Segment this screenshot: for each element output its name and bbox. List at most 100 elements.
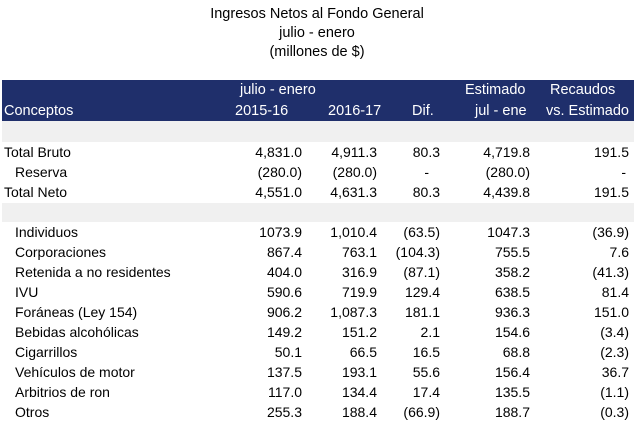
header-group-julio-enero: julio - enero (240, 82, 316, 98)
header-jul-ene: jul - ene (475, 103, 527, 119)
cell-estimado: 154.6 (494, 324, 530, 340)
cell-2016-17: 188.4 (341, 404, 377, 420)
cell-dif: 16.5 (412, 344, 440, 360)
cell-dif: 129.4 (404, 284, 440, 300)
cell-2016-17: 316.9 (341, 264, 377, 280)
cell-estimado: 188.7 (494, 404, 530, 420)
cell-estimado: 936.3 (494, 304, 530, 320)
cell-2015-16: 1073.9 (259, 224, 302, 240)
table-row-otros: Otros 255.3 188.4 (66.9) 188.7 (0.3) (2, 402, 634, 422)
cell-recaudos: (3.4) (600, 324, 629, 340)
header-vs-estimado: vs. Estimado (546, 103, 629, 119)
cell-2016-17: 4,911.3 (331, 144, 377, 160)
cell-estimado: 638.5 (494, 284, 530, 300)
cell-estimado: 4,719.8 (483, 144, 530, 160)
cell-recaudos: (1.1) (600, 384, 629, 400)
cell-dif: - (424, 164, 429, 180)
header-dif: Dif. (412, 103, 434, 119)
spacer-band-top (2, 121, 634, 142)
cell-2016-17: 719.9 (341, 284, 377, 300)
cell-estimado: 1047.3 (487, 224, 530, 240)
row-concept: Otros (15, 404, 50, 420)
table-subtitle-units: (millones de $) (269, 44, 365, 60)
table-header: julio - enero Estimado Recaudos Concepto… (2, 80, 634, 121)
cell-dif: (63.5) (403, 224, 440, 240)
header-estimado: Estimado (465, 82, 526, 98)
cell-2015-16: 590.6 (266, 284, 302, 300)
table-row-foraneas: Foráneas (Ley 154) 906.2 1,087.3 181.1 9… (2, 302, 634, 322)
table-row-cigarrillos: Cigarrillos 50.1 66.5 16.5 68.8 (2.3) (2, 342, 634, 362)
cell-recaudos: (41.3) (592, 264, 629, 280)
table-row-corporaciones: Corporaciones 867.4 763.1 (104.3) 755.5 … (2, 242, 634, 262)
cell-2015-16: 906.2 (266, 304, 302, 320)
row-concept: Arbitrios de ron (15, 384, 110, 400)
table-row-total-bruto: Total Bruto 4,831.0 4,911.3 80.3 4,719.8… (2, 142, 634, 162)
cell-dif: 55.6 (412, 364, 440, 380)
row-concept: Foráneas (Ley 154) (15, 304, 138, 320)
cell-2015-16: 50.1 (274, 344, 302, 360)
cell-2015-16: 404.0 (266, 264, 302, 280)
header-2015-16: 2015-16 (235, 103, 289, 119)
cell-recaudos: 151.0 (593, 304, 629, 320)
row-concept: Reserva (15, 164, 68, 180)
cell-estimado: 358.2 (494, 264, 530, 280)
cell-estimado: 4,439.8 (483, 184, 530, 200)
cell-2015-16: 4,551.0 (255, 184, 302, 200)
table-row-retenida: Retenida a no residentes 404.0 316.9 (87… (2, 262, 634, 282)
cell-2015-16: 255.3 (266, 404, 302, 420)
table-row-individuos: Individuos 1073.9 1,010.4 (63.5) 1047.3 … (2, 222, 634, 242)
cell-dif: (87.1) (403, 264, 440, 280)
table-row-total-neto: Total Neto 4,551.0 4,631.3 80.3 4,439.8 … (2, 182, 634, 202)
cell-dif: 80.3 (412, 184, 440, 200)
cell-2016-17: 151.2 (341, 324, 377, 340)
table-row-bebidas: Bebidas alcohólicas 149.2 151.2 2.1 154.… (2, 322, 634, 342)
table-row-arbitrios-ron: Arbitrios de ron 117.0 134.4 17.4 135.5 … (2, 382, 634, 402)
cell-2016-17: 1,010.4 (330, 224, 377, 240)
row-concept: Retenida a no residentes (15, 264, 171, 280)
cell-estimado: 68.8 (502, 344, 530, 360)
cell-2016-17: 134.4 (341, 384, 377, 400)
cell-dif: 17.4 (412, 384, 440, 400)
cell-recaudos: 191.5 (593, 184, 629, 200)
cell-recaudos: 7.6 (609, 244, 629, 260)
row-concept: IVU (15, 284, 39, 300)
row-concept: Corporaciones (15, 244, 107, 260)
table-row-vehiculos: Vehículos de motor 137.5 193.1 55.6 156.… (2, 362, 634, 382)
cell-2016-17: 1,087.3 (330, 304, 377, 320)
row-concept: Vehículos de motor (15, 364, 135, 380)
row-concept: Cigarrillos (15, 344, 78, 360)
cell-recaudos: (2.3) (600, 344, 629, 360)
cell-recaudos: - (621, 164, 626, 180)
cell-2015-16: 117.0 (268, 384, 302, 400)
cell-estimado: 755.5 (494, 244, 530, 260)
cell-dif: 2.1 (420, 324, 440, 340)
cell-2015-16: 137.5 (266, 364, 302, 380)
cell-estimado: 135.5 (494, 384, 530, 400)
cell-dif: (66.9) (403, 404, 440, 420)
cell-recaudos: 81.4 (601, 284, 629, 300)
cell-2016-17: 66.5 (349, 344, 377, 360)
cell-2015-16: 149.2 (266, 324, 302, 340)
table-row-reserva: Reserva (280.0) (280.0) - (280.0) - (2, 162, 634, 182)
cell-2015-16: 4,831.0 (255, 144, 302, 160)
cell-2016-17: 763.1 (341, 244, 377, 260)
cell-2015-16: (280.0) (257, 164, 302, 180)
table-title: Ingresos Netos al Fondo General (210, 6, 424, 22)
header-conceptos: Conceptos (4, 103, 74, 119)
table-row-ivu: IVU 590.6 719.9 129.4 638.5 81.4 (2, 282, 634, 302)
cell-2016-17: 193.1 (341, 364, 377, 380)
row-concept: Individuos (15, 224, 79, 240)
row-concept: Total Bruto (4, 144, 71, 160)
table-subtitle-period: julio - enero (279, 25, 355, 41)
cell-recaudos: (36.9) (592, 224, 629, 240)
row-concept: Total Neto (4, 184, 68, 200)
cell-recaudos: (0.3) (600, 404, 629, 420)
cell-recaudos: 191.5 (593, 144, 629, 160)
cell-recaudos: 36.7 (601, 364, 629, 380)
row-concept: Bebidas alcohólicas (15, 324, 139, 340)
cell-dif: 80.3 (412, 144, 440, 160)
spacer-band-middle (2, 203, 634, 222)
cell-estimado: 156.4 (494, 364, 530, 380)
header-2016-17: 2016-17 (328, 103, 382, 119)
cell-dif: 181.1 (404, 304, 440, 320)
